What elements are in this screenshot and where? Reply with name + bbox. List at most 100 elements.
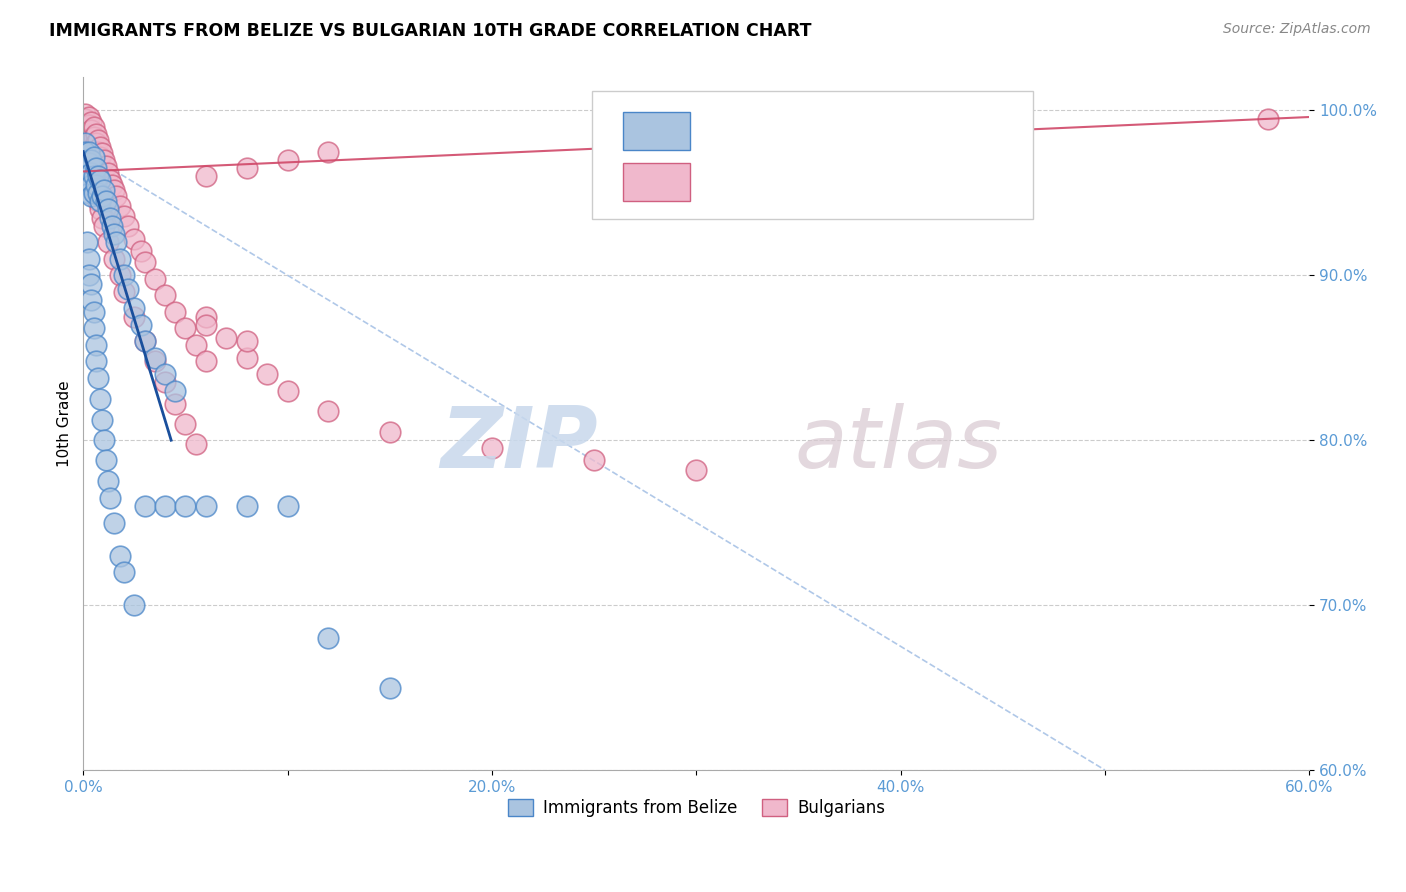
Point <box>76 161 98 175</box>
Point <box>79 169 101 184</box>
Point <box>76 169 98 184</box>
Point <box>76 235 98 250</box>
Text: R =  0.213    N = 77: R = 0.213 N = 77 <box>714 172 939 192</box>
Point <box>83 186 105 200</box>
Point <box>153 288 176 302</box>
Point <box>97 475 120 489</box>
Point <box>277 499 299 513</box>
Point <box>80 178 103 192</box>
Point <box>79 145 101 159</box>
Point <box>79 252 101 266</box>
Point <box>83 150 105 164</box>
Point <box>79 161 101 175</box>
Point <box>94 160 117 174</box>
Point <box>685 463 707 477</box>
Point <box>143 354 166 368</box>
Text: ZIP: ZIP <box>440 403 598 486</box>
Point <box>86 186 108 200</box>
Point <box>235 351 257 365</box>
Point <box>83 169 105 184</box>
Point <box>86 370 108 384</box>
Point <box>84 186 107 200</box>
Point <box>89 392 111 406</box>
Point <box>76 153 98 167</box>
Point <box>112 209 135 223</box>
Point <box>277 153 299 167</box>
FancyBboxPatch shape <box>623 112 690 150</box>
Point <box>76 123 98 137</box>
Point <box>481 442 503 456</box>
Point <box>86 133 108 147</box>
Point <box>174 417 197 431</box>
Point <box>174 321 197 335</box>
Point <box>184 337 207 351</box>
Point <box>90 146 112 161</box>
Point <box>79 186 101 200</box>
Point <box>194 169 217 184</box>
Point <box>215 331 238 345</box>
Point <box>80 293 103 307</box>
Point <box>153 499 176 513</box>
Point <box>97 202 120 217</box>
Point <box>318 145 340 159</box>
Point <box>76 153 98 167</box>
Point <box>80 131 103 145</box>
Point <box>83 139 105 153</box>
Point <box>124 310 146 324</box>
Point <box>80 277 103 291</box>
Point <box>165 304 187 318</box>
Point <box>80 189 103 203</box>
Point <box>83 321 105 335</box>
Point <box>90 211 112 225</box>
Point <box>129 244 152 258</box>
Point <box>84 178 107 192</box>
Point <box>84 161 107 175</box>
Text: atlas: atlas <box>794 403 1002 486</box>
Point <box>83 178 105 192</box>
Point <box>79 128 101 143</box>
Point <box>80 153 103 167</box>
Point <box>89 194 111 208</box>
FancyBboxPatch shape <box>592 91 1033 219</box>
Point <box>98 172 121 186</box>
Point <box>194 499 217 513</box>
Point <box>83 120 105 134</box>
Point <box>86 169 108 184</box>
Text: Source: ZipAtlas.com: Source: ZipAtlas.com <box>1223 22 1371 37</box>
Point <box>378 425 401 439</box>
Point <box>86 145 108 159</box>
Point <box>101 178 124 192</box>
Point <box>143 351 166 365</box>
Point <box>153 368 176 382</box>
Point <box>194 354 217 368</box>
Point <box>108 268 131 283</box>
Point <box>75 136 97 151</box>
Point <box>98 491 121 505</box>
Point <box>90 189 112 203</box>
Point <box>174 499 197 513</box>
Point <box>80 115 103 129</box>
Point <box>108 549 131 563</box>
Point <box>84 136 107 151</box>
Point <box>318 631 340 645</box>
Point <box>97 166 120 180</box>
Point <box>89 202 111 217</box>
Point <box>83 304 105 318</box>
Point <box>89 172 111 186</box>
Point <box>235 161 257 175</box>
Point <box>101 219 124 233</box>
Point <box>93 183 115 197</box>
Point <box>117 219 139 233</box>
Point <box>256 368 278 382</box>
Point <box>84 337 107 351</box>
Point <box>117 281 139 295</box>
Point <box>277 384 299 398</box>
Text: R = -0.268    N = 68: R = -0.268 N = 68 <box>714 122 939 141</box>
FancyBboxPatch shape <box>623 162 690 201</box>
Point <box>103 252 125 266</box>
Point <box>129 318 152 332</box>
Point <box>93 434 115 448</box>
Y-axis label: 10th Grade: 10th Grade <box>58 380 72 467</box>
Point <box>84 354 107 368</box>
Point <box>76 120 98 134</box>
